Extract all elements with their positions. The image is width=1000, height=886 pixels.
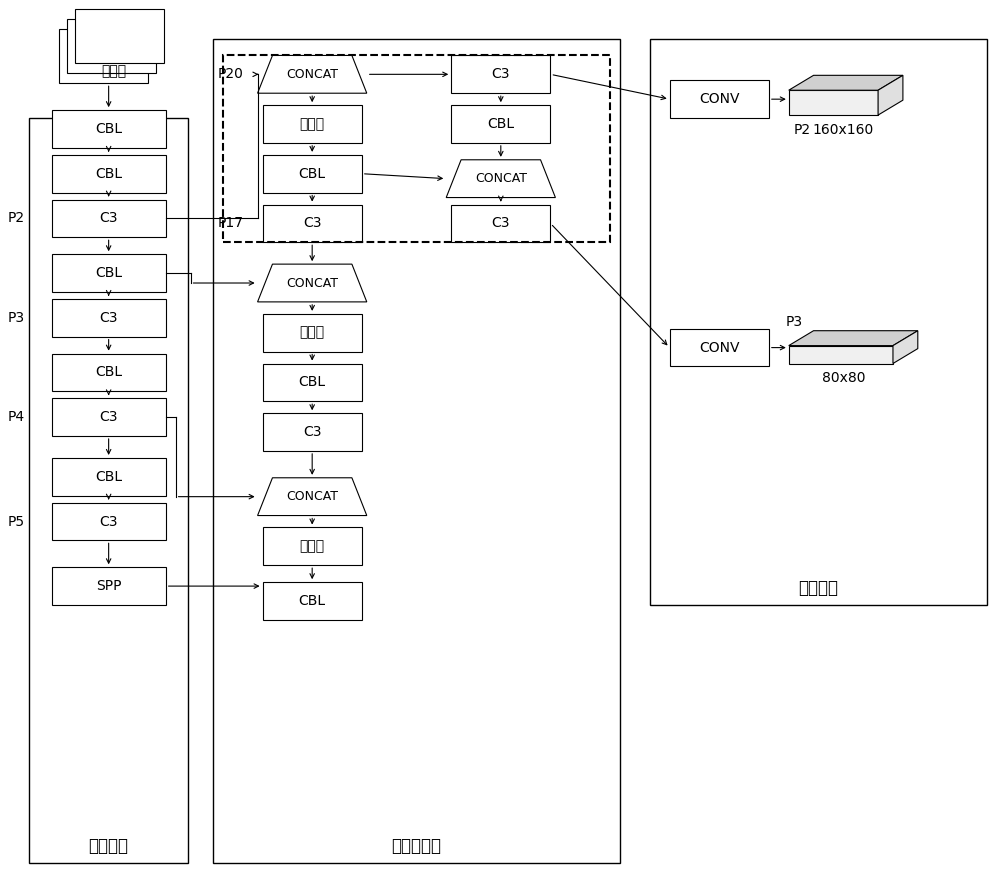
Text: 80x80: 80x80 xyxy=(822,371,865,385)
Text: C3: C3 xyxy=(99,311,118,325)
Bar xyxy=(52,458,166,495)
Polygon shape xyxy=(258,478,367,516)
Text: 160x160: 160x160 xyxy=(813,123,874,137)
Text: SPP: SPP xyxy=(96,579,121,593)
Bar xyxy=(263,363,362,401)
Text: P17: P17 xyxy=(218,216,244,230)
Text: CONCAT: CONCAT xyxy=(286,68,338,81)
Polygon shape xyxy=(893,330,918,363)
Text: C3: C3 xyxy=(99,515,118,529)
Bar xyxy=(451,105,550,143)
Polygon shape xyxy=(789,346,893,363)
Bar xyxy=(52,155,166,192)
Text: C3: C3 xyxy=(303,216,321,230)
Text: 骨干网络: 骨干网络 xyxy=(89,837,129,855)
Text: CBL: CBL xyxy=(299,594,326,608)
Bar xyxy=(670,329,769,367)
Bar xyxy=(451,205,550,242)
Polygon shape xyxy=(789,330,918,346)
Text: CONCAT: CONCAT xyxy=(475,172,527,185)
Bar xyxy=(213,39,620,863)
Bar xyxy=(223,56,610,242)
Bar xyxy=(52,254,166,292)
Text: C3: C3 xyxy=(99,410,118,424)
Bar xyxy=(52,299,166,337)
Bar xyxy=(52,399,166,436)
Text: P20: P20 xyxy=(218,67,244,82)
Text: CBL: CBL xyxy=(487,117,514,131)
Text: CONV: CONV xyxy=(699,340,739,354)
Bar xyxy=(52,110,166,148)
Text: CBL: CBL xyxy=(95,266,122,280)
Text: CBL: CBL xyxy=(95,122,122,136)
Text: 上采样: 上采样 xyxy=(300,117,325,131)
Polygon shape xyxy=(789,90,878,115)
Text: CBL: CBL xyxy=(299,376,326,389)
Text: P2: P2 xyxy=(794,123,811,137)
Polygon shape xyxy=(789,75,903,90)
Text: P5: P5 xyxy=(7,515,24,529)
Text: CONV: CONV xyxy=(699,92,739,106)
Text: CBL: CBL xyxy=(95,365,122,379)
Text: 上采样网络: 上采样网络 xyxy=(391,837,441,855)
Text: 上采样: 上采样 xyxy=(300,326,325,339)
Text: P2: P2 xyxy=(7,212,24,225)
Text: C3: C3 xyxy=(303,425,321,439)
Text: P4: P4 xyxy=(7,410,24,424)
Text: CONCAT: CONCAT xyxy=(286,276,338,290)
Polygon shape xyxy=(258,56,367,93)
Text: P3: P3 xyxy=(786,315,803,329)
Bar xyxy=(29,118,188,863)
Bar xyxy=(670,81,769,118)
Text: C3: C3 xyxy=(492,216,510,230)
Text: 上采样: 上采样 xyxy=(300,540,325,554)
Polygon shape xyxy=(878,75,903,115)
Bar xyxy=(263,527,362,565)
Bar xyxy=(263,105,362,143)
Text: CBL: CBL xyxy=(299,167,326,181)
Text: C3: C3 xyxy=(492,67,510,82)
Bar xyxy=(263,582,362,620)
Bar xyxy=(59,28,148,83)
Bar xyxy=(52,199,166,237)
Bar xyxy=(52,502,166,540)
Bar xyxy=(263,205,362,242)
Text: CBL: CBL xyxy=(95,470,122,484)
Bar xyxy=(650,39,987,605)
Bar xyxy=(263,314,362,352)
Bar xyxy=(451,56,550,93)
Bar xyxy=(263,155,362,192)
Bar xyxy=(67,19,156,74)
Bar xyxy=(75,9,164,64)
Bar xyxy=(263,413,362,451)
Text: CONCAT: CONCAT xyxy=(286,490,338,503)
Polygon shape xyxy=(258,264,367,302)
Text: 检测网络: 检测网络 xyxy=(799,579,839,597)
Bar xyxy=(52,567,166,605)
Text: CBL: CBL xyxy=(95,167,122,181)
Text: C3: C3 xyxy=(99,212,118,225)
Text: 输入端: 输入端 xyxy=(101,65,126,78)
Bar xyxy=(52,354,166,392)
Polygon shape xyxy=(446,159,555,198)
Text: P3: P3 xyxy=(7,311,24,325)
